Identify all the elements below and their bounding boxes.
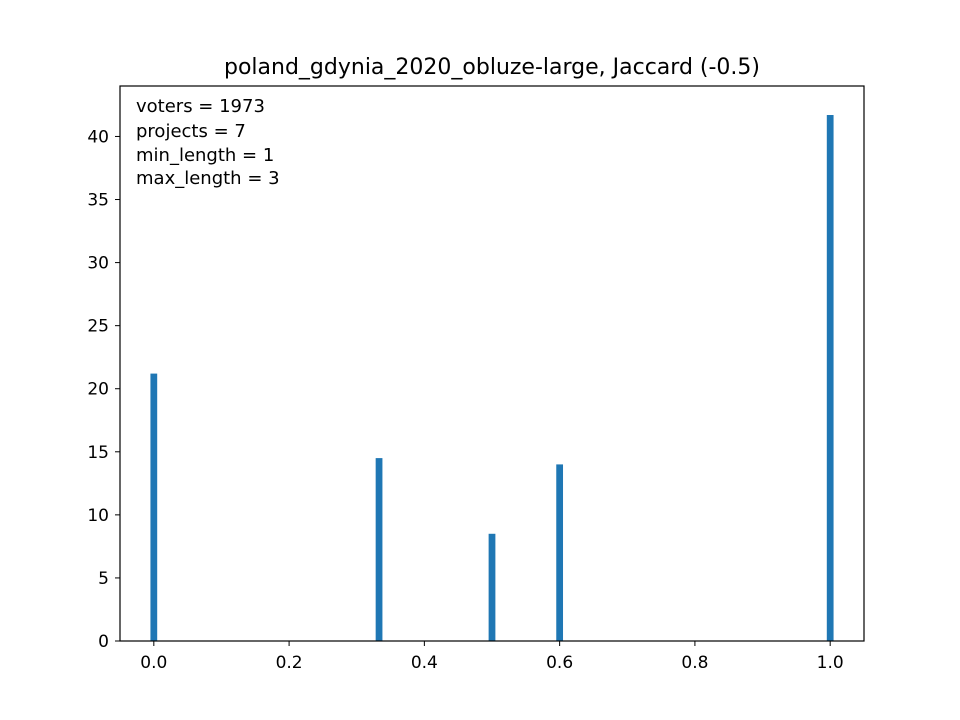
y-axis: 0 5 10 15 20 25 30 35 40 <box>87 127 120 652</box>
plot-frame <box>119 85 865 642</box>
annotation-projects: projects = 7 <box>136 121 246 142</box>
y-tick-label: 5 <box>98 569 109 589</box>
y-tick-label: 20 <box>87 380 109 400</box>
y-tick-label: 25 <box>87 317 109 337</box>
x-tick-label: 0.8 <box>681 653 708 673</box>
y-tick-label: 40 <box>87 127 109 147</box>
y-tick-label: 10 <box>87 506 109 526</box>
x-tick-label: 0.0 <box>140 653 167 673</box>
x-tick-label: 0.2 <box>276 653 303 673</box>
bar-1 <box>375 458 383 641</box>
annotation-max-length: max_length = 3 <box>136 168 280 189</box>
stats-annotations: voters = 1973 projects = 7 min_length = … <box>136 96 280 189</box>
chart-title: poland_gdynia_2020_obluze-large, Jaccard… <box>224 55 760 80</box>
bar-4 <box>826 115 834 642</box>
x-tick-label: 0.4 <box>411 653 438 673</box>
x-axis: 0.0 0.2 0.4 0.6 0.8 1.0 <box>140 641 844 673</box>
bar-0 <box>150 373 158 641</box>
x-tick-label: 1.0 <box>817 653 844 673</box>
annotation-min-length: min_length = 1 <box>136 145 274 166</box>
bars-group <box>150 115 834 642</box>
annotation-voters: voters = 1973 <box>136 96 265 117</box>
y-tick-label: 15 <box>87 443 109 463</box>
y-tick-label: 0 <box>98 632 109 652</box>
y-tick-label: 35 <box>87 191 109 211</box>
bar-2 <box>488 533 496 641</box>
bar-3 <box>556 464 564 641</box>
y-tick-label: 30 <box>87 254 109 274</box>
x-tick-label: 0.6 <box>546 653 573 673</box>
